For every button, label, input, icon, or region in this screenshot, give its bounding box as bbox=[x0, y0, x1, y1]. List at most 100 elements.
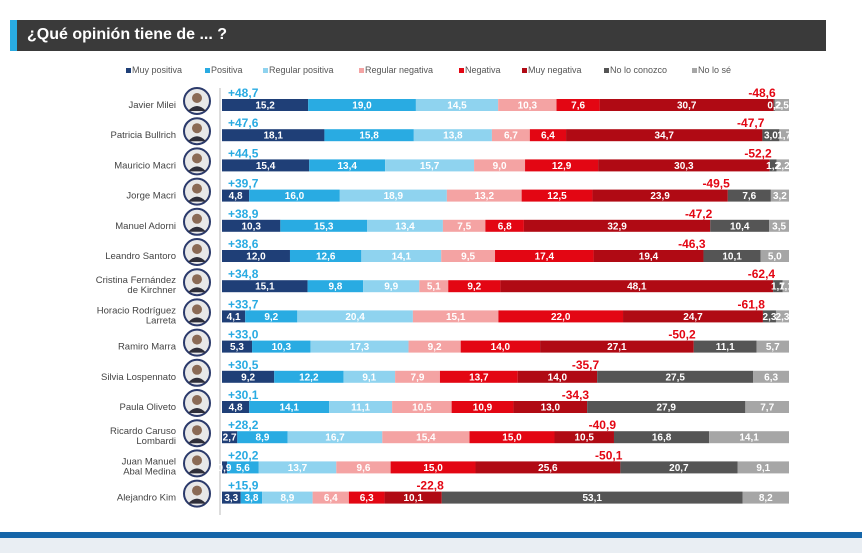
avatar-head bbox=[192, 485, 202, 496]
bar-segment bbox=[495, 250, 594, 262]
bar-value-label: 14,0 bbox=[548, 372, 568, 383]
positive-total: +39,7 bbox=[228, 177, 259, 191]
bar-value-label: 12,5 bbox=[547, 191, 567, 202]
bar-value-label: 48,1 bbox=[627, 282, 647, 293]
bar-segment bbox=[245, 310, 298, 323]
bar-value-label: 13,4 bbox=[337, 161, 357, 172]
negative-total: -49,5 bbox=[702, 177, 730, 191]
bar-segment bbox=[513, 401, 588, 413]
avatar-head bbox=[192, 213, 202, 224]
negative-total: -61,8 bbox=[738, 297, 766, 311]
footer-line bbox=[0, 532, 862, 538]
positive-total: +15,9 bbox=[228, 479, 259, 493]
negative-total: -46,3 bbox=[678, 237, 706, 251]
bar-segment bbox=[280, 219, 367, 232]
bar-value-label: 9,9 bbox=[384, 282, 398, 293]
bar-value-label: 18,1 bbox=[263, 131, 283, 142]
bar-segment bbox=[222, 129, 325, 142]
category-label: Paula Oliveto bbox=[119, 402, 176, 413]
bar-value-label: 8,9 bbox=[256, 433, 270, 444]
legend-label: Regular negativa bbox=[365, 65, 433, 75]
bar-value-label: 4,8 bbox=[229, 403, 243, 414]
bar-segment bbox=[566, 129, 763, 142]
bar-segment bbox=[448, 280, 501, 293]
avatar-head bbox=[192, 304, 202, 315]
positive-total: +30,5 bbox=[228, 358, 259, 372]
bar-value-label: 14,0 bbox=[491, 342, 511, 353]
bar-segment bbox=[309, 159, 386, 172]
category-label: Cristina Fernández bbox=[96, 275, 177, 286]
bar-segment bbox=[274, 370, 344, 383]
bar-value-label: 2,7 bbox=[223, 433, 237, 444]
bar-value-label: 53,1 bbox=[582, 493, 602, 504]
negative-total: -34,3 bbox=[562, 388, 590, 402]
bar-value-label: 1,1 bbox=[779, 282, 793, 293]
avatar-body bbox=[188, 468, 206, 474]
bar-value-label: 15,0 bbox=[423, 463, 443, 474]
bar-value-label: 16,0 bbox=[285, 191, 305, 202]
bar-value-label: 13,7 bbox=[469, 372, 489, 383]
bar-segment bbox=[620, 461, 738, 474]
bar-value-label: 15,1 bbox=[255, 282, 275, 293]
bar-value-label: 17,3 bbox=[350, 342, 370, 353]
bar-segment bbox=[756, 340, 789, 353]
bar-segment bbox=[367, 219, 443, 232]
category-label: Jorge Macri bbox=[126, 191, 176, 202]
negative-total: -35,7 bbox=[572, 358, 600, 372]
bar-segment bbox=[727, 189, 771, 202]
bar-value-label: 15,4 bbox=[416, 433, 436, 444]
bar-value-label: 10,1 bbox=[722, 252, 742, 263]
bar-segment bbox=[336, 461, 391, 474]
bar-value-label: 18,9 bbox=[384, 191, 404, 202]
negative-total: -48,6 bbox=[748, 86, 776, 100]
bar-value-label: 9,1 bbox=[362, 372, 376, 383]
category-label: Larreta bbox=[146, 315, 177, 326]
bar-value-label: 13,0 bbox=[541, 403, 561, 414]
bar-segment bbox=[227, 461, 259, 474]
bar-segment bbox=[529, 129, 567, 142]
bar-value-label: 9,0 bbox=[493, 161, 507, 172]
bar-value-label: 17,4 bbox=[535, 252, 555, 263]
legend-label: Muy positiva bbox=[132, 65, 182, 75]
bar-segment bbox=[491, 129, 530, 142]
bar-segment bbox=[289, 250, 362, 262]
category-label: Horacio Rodríguez bbox=[97, 305, 176, 316]
positive-total: +38,6 bbox=[228, 237, 259, 251]
bar-value-label: 30,3 bbox=[674, 161, 694, 172]
legend-label: No lo conozco bbox=[610, 65, 667, 75]
bar-segment bbox=[745, 401, 789, 413]
bar-segment bbox=[324, 129, 414, 142]
bar-value-label: 14,1 bbox=[279, 403, 299, 414]
bar-value-label: 6,4 bbox=[324, 493, 338, 504]
bar-value-label: 16,7 bbox=[325, 433, 345, 444]
bar-value-label: 6,4 bbox=[541, 131, 555, 142]
category-label: Alejandro Kim bbox=[117, 493, 176, 504]
bar-value-label: 10,5 bbox=[412, 403, 432, 414]
category-label: Ramiro Marra bbox=[118, 342, 177, 353]
bar-value-label: 14,1 bbox=[392, 252, 412, 263]
bar-segment bbox=[776, 159, 789, 172]
bar-segment bbox=[287, 431, 383, 444]
bar-value-label: 15,2 bbox=[255, 101, 275, 112]
avatar-head bbox=[192, 364, 202, 375]
bar-segment bbox=[760, 250, 789, 262]
bar-value-label: 1,2 bbox=[766, 161, 780, 172]
negative-total: -50,1 bbox=[595, 448, 623, 462]
positive-total: +34,8 bbox=[228, 267, 259, 281]
title-accent bbox=[10, 20, 17, 51]
bar-segment bbox=[442, 219, 486, 232]
bar-value-label: 27,5 bbox=[665, 372, 685, 383]
bar-value-label: 3,8 bbox=[245, 493, 259, 504]
category-label: Lombardi bbox=[136, 436, 176, 447]
bar-segment bbox=[222, 280, 308, 293]
bar-segment bbox=[779, 129, 789, 142]
bar-value-label: 10,5 bbox=[574, 433, 594, 444]
bar-segment bbox=[392, 401, 452, 413]
bar-value-label: 6,3 bbox=[360, 493, 374, 504]
bar-segment bbox=[237, 431, 288, 444]
bar-segment bbox=[485, 219, 524, 232]
bar-value-label: 16,8 bbox=[652, 433, 672, 444]
bar-segment bbox=[395, 370, 440, 383]
positive-total: +47,6 bbox=[228, 116, 259, 130]
bar-value-label: 30,7 bbox=[677, 101, 697, 112]
